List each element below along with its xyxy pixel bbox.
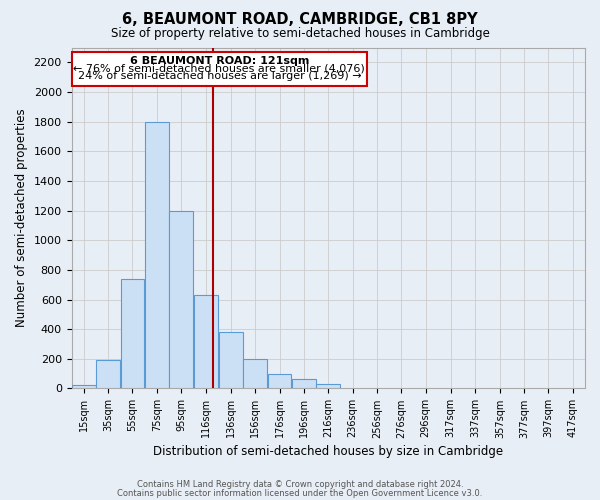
Bar [145,122,169,388]
Text: ← 76% of semi-detached houses are smaller (4,076): ← 76% of semi-detached houses are smalle… [73,64,365,74]
Text: Size of property relative to semi-detached houses in Cambridge: Size of property relative to semi-detach… [110,28,490,40]
Bar [96,360,120,388]
Text: 6 BEAUMONT ROAD: 121sqm: 6 BEAUMONT ROAD: 121sqm [130,56,309,66]
Bar [121,279,144,388]
Bar [292,379,316,388]
FancyBboxPatch shape [71,52,367,86]
Text: 24% of semi-detached houses are larger (1,269) →: 24% of semi-detached houses are larger (… [77,71,361,81]
Text: Contains public sector information licensed under the Open Government Licence v3: Contains public sector information licen… [118,490,482,498]
Text: Contains HM Land Registry data © Crown copyright and database right 2024.: Contains HM Land Registry data © Crown c… [137,480,463,489]
Bar [268,374,292,388]
Text: 6, BEAUMONT ROAD, CAMBRIDGE, CB1 8PY: 6, BEAUMONT ROAD, CAMBRIDGE, CB1 8PY [122,12,478,28]
Bar [316,384,340,388]
Bar [244,359,267,388]
Y-axis label: Number of semi-detached properties: Number of semi-detached properties [15,108,28,328]
X-axis label: Distribution of semi-detached houses by size in Cambridge: Distribution of semi-detached houses by … [153,444,503,458]
Bar [194,295,218,388]
Bar [169,210,193,388]
Bar [219,332,243,388]
Bar [72,385,95,388]
